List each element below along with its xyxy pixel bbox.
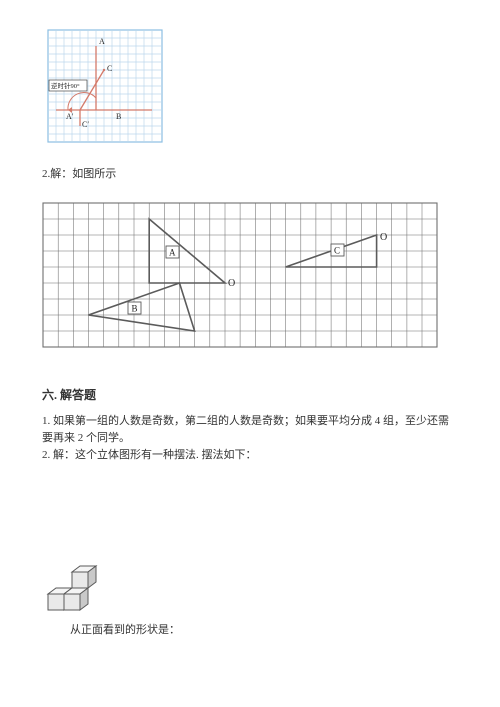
rotation-label: 逆时针90° <box>51 81 80 90</box>
page: 逆时针90° A C B A′ C′ 2.解：如图所示 <box>0 0 500 707</box>
label-C2: C′ <box>82 120 89 129</box>
label-A2: A <box>169 247 176 257</box>
cube-caption: 从正面看到的形状是： <box>70 622 458 639</box>
figure-cube-stack <box>44 552 104 616</box>
section-6-item-1: 1. 如果第一组的人数是奇数，第二组的人数是奇数；如果要平均分成 4 组，至少还… <box>42 413 458 447</box>
section-6-item-2: 2. 解：这个立体图形有一种摆法. 摆法如下： <box>42 447 458 464</box>
label-B2: B <box>132 303 138 313</box>
label-O: O <box>228 278 235 289</box>
label-O2: O <box>380 232 387 243</box>
caption-1-num: 2. <box>42 168 50 180</box>
item-1-text: 如果第一组的人数是奇数，第二组的人数是奇数；如果要平均分成 4 组，至少还需要再… <box>42 415 449 444</box>
item-1-num: 1. <box>42 415 53 427</box>
label-A: A <box>99 37 105 46</box>
item-2-text: 解：这个立体图形有一种摆法. 摆法如下： <box>53 449 257 461</box>
caption-1: 2.解：如图所示 <box>42 166 458 184</box>
section-6-heading: 六. 解答题 <box>42 386 458 403</box>
label-A2: A′ <box>66 112 74 121</box>
label-C: C <box>107 64 112 73</box>
label-B: B <box>116 112 121 121</box>
figure-rotation-grid: 逆时针90° A C B A′ C′ <box>46 28 164 144</box>
item-2-num: 2. <box>42 449 53 461</box>
label-C2: C <box>334 245 340 255</box>
figure-triangles-grid: O O A B C <box>42 202 438 348</box>
caption-1-text: 解：如图所示 <box>50 168 116 180</box>
